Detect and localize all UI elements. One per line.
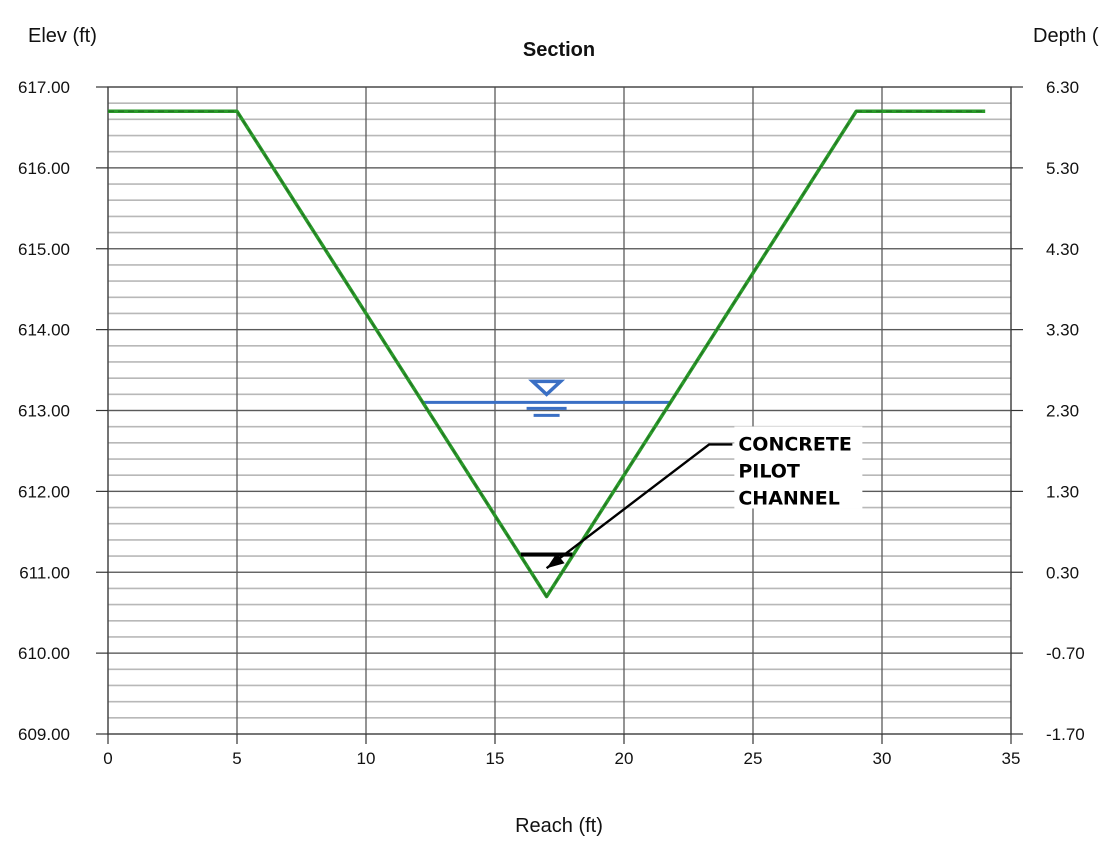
annotation-layer: CONCRETE PILOT CHANNEL [520,426,863,570]
y-axis-left-title: Elev (ft) [28,25,97,47]
y-left-tick-label: 611.00 [19,563,70,582]
y-right-tick-labels: -1.70 -0.70 0.30 1.30 2.30 3.30 4.30 5.30 6.30 [1046,78,1085,744]
water-surface-triangle-icon [528,379,566,397]
y-axis-right-title: Depth ( [1033,25,1099,47]
y-right-tick-label: 5.30 [1046,159,1079,178]
x-tick-label: 5 [232,749,241,768]
y-left-tick-label: 613.00 [18,402,70,421]
annotation-text-line: CONCRETE [738,433,852,455]
tick-marks [96,86,1023,744]
x-tick-label: 0 [103,749,112,768]
series-layer [108,109,986,599]
y-right-tick-label: 0.30 [1046,563,1079,582]
annotation-label-bg [734,426,863,509]
y-right-tick-label: -0.70 [1046,644,1085,663]
y-right-tick-label: -1.70 [1046,725,1085,744]
x-tick-label: 20 [615,749,634,768]
x-tick-label: 30 [873,749,892,768]
section-profile-line-dash [108,110,986,598]
y-left-tick-label: 614.00 [18,321,70,340]
y-left-tick-label: 610.00 [18,644,70,663]
y-left-tick-label: 612.00 [18,482,70,501]
annotation-text-line: PILOT [738,460,800,482]
x-tick-labels: 0 5 10 15 20 25 30 35 [103,749,1020,768]
y-right-tick-label: 6.30 [1046,78,1079,97]
y-left-tick-label: 615.00 [18,240,70,259]
water-surface [422,379,671,417]
y-right-tick-label: 2.30 [1046,402,1079,421]
x-tick-label: 10 [357,749,376,768]
y-right-tick-label: 1.30 [1046,482,1079,501]
y-left-tick-labels: 609.00 610.00 611.00 612.00 613.00 614.00 615.… [18,78,70,744]
y-right-tick-label: 4.30 [1046,240,1079,259]
annotation-arrowhead [546,553,565,569]
annotation-leader-line [545,443,733,570]
annotation-text-line: CHANNEL [738,487,839,509]
chart-title: Section [523,39,595,61]
x-tick-label: 35 [1002,749,1021,768]
y-left-tick-label: 617.00 [18,78,70,97]
y-right-tick-label: 3.30 [1046,321,1079,340]
x-tick-label: 25 [744,749,763,768]
x-tick-label: 15 [486,749,505,768]
y-left-tick-label: 609.00 [18,725,70,744]
x-axis-title: Reach (ft) [515,815,603,837]
y-left-tick-label: 616.00 [18,159,70,178]
